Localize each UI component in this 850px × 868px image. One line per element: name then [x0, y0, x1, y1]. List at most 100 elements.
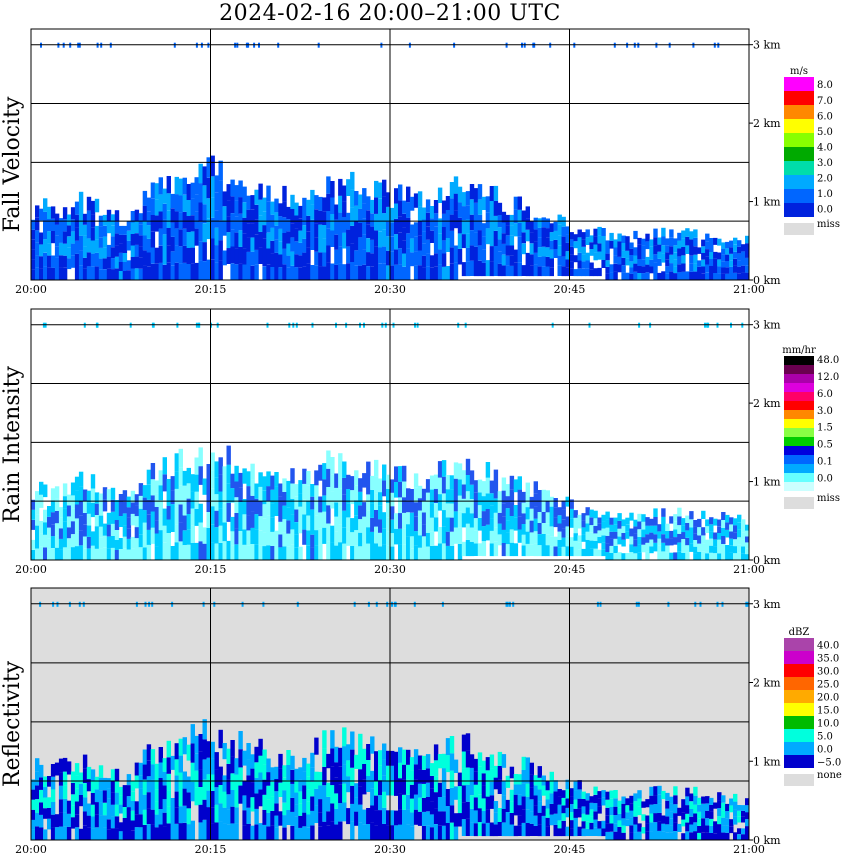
echo-cell [66, 813, 72, 827]
echo-cell [226, 216, 231, 233]
echo-cell [733, 258, 738, 266]
echo-cell [162, 525, 167, 543]
echo-cell [409, 548, 415, 560]
echo-cell [669, 818, 674, 826]
echo-cell [721, 802, 726, 811]
echo-cell [94, 526, 100, 538]
echo-cell [733, 251, 738, 259]
echo-cell [745, 272, 750, 280]
echo-cell [354, 530, 359, 545]
echo-cell [569, 518, 574, 528]
echo-cell [362, 531, 367, 546]
echo-cell [170, 504, 175, 519]
echo-cell [54, 535, 60, 548]
echo-cell [390, 780, 395, 796]
echo-cell [505, 520, 511, 533]
echo-cell [98, 827, 104, 840]
echo-cell [529, 544, 534, 556]
echo-cell [294, 804, 299, 817]
echo-cell [717, 553, 722, 560]
legend-swatch [784, 664, 814, 677]
echo-cell [35, 205, 40, 218]
echo-cell [541, 246, 546, 257]
echo-cell [741, 526, 746, 533]
echo-cell [529, 496, 534, 509]
echo-cell [653, 795, 658, 805]
echo-cell [565, 259, 570, 268]
echo-cell [589, 242, 594, 249]
echo-cell [374, 459, 379, 477]
echo-cell [162, 219, 167, 235]
echo-cell [190, 782, 195, 802]
echo-cell [322, 252, 327, 267]
echo-cell [78, 471, 84, 487]
echo-cell [665, 545, 670, 553]
echo-cell [378, 182, 383, 199]
echo-cell [142, 547, 148, 560]
echo-cell [649, 525, 654, 533]
echo-cell [218, 784, 223, 804]
echo-cell [290, 251, 295, 266]
echo-cell [70, 508, 76, 522]
echo-cell [206, 464, 211, 480]
echo-cell [198, 183, 203, 203]
echo-cell [382, 759, 387, 776]
echo-cell [465, 818, 471, 836]
echo-cell [338, 471, 343, 489]
echo-cell [286, 219, 291, 232]
echo-cell [597, 517, 602, 524]
echo-cell [206, 544, 211, 560]
echo-cell [378, 231, 383, 248]
echo-cell [413, 531, 419, 546]
echo-cell [681, 532, 686, 539]
echo-cell [477, 808, 483, 823]
echo-cell [282, 765, 287, 778]
echo-cell [202, 527, 207, 544]
echo-cell [394, 249, 399, 265]
echo-cell [378, 247, 383, 264]
echo-cell [374, 230, 379, 247]
echo-cell [525, 783, 530, 797]
echo-cell [402, 200, 407, 214]
echo-cell [82, 269, 88, 280]
echo-cell [62, 243, 68, 256]
x-tick-label: 20:00 [15, 563, 47, 576]
echo-cell [417, 235, 423, 251]
echo-cell [477, 766, 483, 781]
echo-cell [31, 799, 36, 810]
echo-cell [641, 529, 646, 538]
legend-swatch [784, 690, 814, 703]
echo-cell [549, 223, 554, 233]
echo-cell [102, 225, 108, 237]
echo-cell [629, 552, 634, 560]
echo-cell [214, 245, 219, 263]
echo-cell [441, 796, 447, 812]
echo-cell [246, 251, 251, 266]
echo-cell [398, 778, 403, 794]
echo-cell [589, 796, 594, 803]
echo-cell [106, 512, 112, 525]
echo-cell [429, 814, 435, 828]
echo-cell [705, 249, 710, 257]
echo-cell [509, 225, 515, 236]
echo-cell [601, 514, 606, 522]
echo-cell [561, 813, 566, 821]
echo-cell [90, 792, 96, 805]
echo-cell [206, 741, 211, 758]
echo-cell [469, 214, 475, 230]
echo-cell [182, 530, 187, 546]
echo-cell [394, 825, 399, 840]
echo-cell [39, 533, 44, 547]
echo-cell [509, 542, 515, 557]
echo-cell [441, 768, 447, 783]
echo-cell [370, 503, 375, 518]
echo-cell [190, 247, 195, 264]
echo-cell [294, 534, 299, 548]
echo-cell [31, 519, 36, 530]
echo-cell [126, 807, 132, 819]
echo-cell [733, 525, 738, 533]
echo-cell [457, 233, 463, 249]
echo-cell [230, 806, 235, 824]
echo-cell [134, 527, 140, 539]
echo-cell [326, 176, 331, 194]
